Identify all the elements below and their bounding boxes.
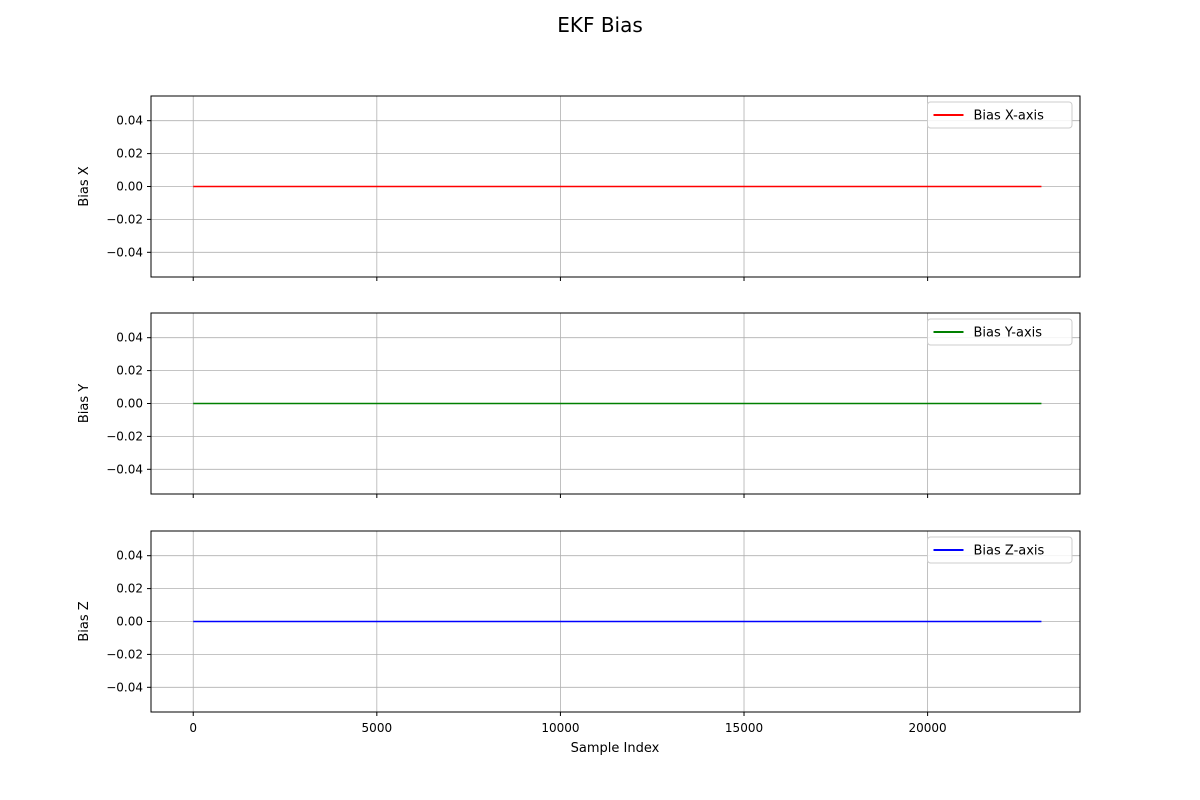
y-tick-label: −0.02 xyxy=(106,429,143,443)
legend-box xyxy=(927,536,1073,564)
y-tick-label: 0.02 xyxy=(116,582,143,596)
legend: Bias X-axis xyxy=(927,101,1073,129)
legend-label: Bias Y-axis xyxy=(974,326,1043,341)
y-tick-label: 0.02 xyxy=(116,147,143,161)
y-tick-label: 0.02 xyxy=(116,364,143,378)
x-tick-label: 15000 xyxy=(725,721,763,735)
y-tick-label: 0.04 xyxy=(116,114,143,128)
y-axis-label: Bias Z xyxy=(77,601,92,641)
legend: Bias Z-axis xyxy=(927,536,1073,564)
y-tick-label: −0.02 xyxy=(106,212,143,226)
x-tick-label: 10000 xyxy=(541,721,579,735)
legend-label: Bias X-axis xyxy=(974,109,1045,124)
y-tick-label: −0.04 xyxy=(106,245,143,259)
legend-box xyxy=(927,318,1073,346)
x-tick-label: 0 xyxy=(189,721,197,735)
figure-title: EKF Bias xyxy=(557,13,643,37)
y-tick-label: 0.00 xyxy=(116,615,143,629)
y-tick-label: 0.04 xyxy=(116,549,143,563)
y-tick-label: 0.00 xyxy=(116,397,143,411)
y-axis-label: Bias Y xyxy=(77,384,92,423)
y-tick-label: −0.02 xyxy=(106,647,143,661)
y-axis-label: Bias X xyxy=(77,166,92,206)
y-tick-label: −0.04 xyxy=(106,680,143,694)
y-tick-label: 0.00 xyxy=(116,180,143,194)
x-tick-label: 20000 xyxy=(909,721,947,735)
legend-label: Bias Z-axis xyxy=(974,544,1045,559)
x-tick-label: 5000 xyxy=(362,721,393,735)
subplot-1: 0.04 0.02 0.00 −0.02 −0.04 Bias X Bias X-axis xyxy=(77,95,1081,281)
x-axis-label: Sample Index xyxy=(571,741,660,756)
y-tick-label: −0.04 xyxy=(106,462,143,476)
legend-box xyxy=(927,101,1073,129)
y-tick-label: 0.04 xyxy=(116,331,143,345)
subplot-2: 0.04 0.02 0.00 −0.02 −0.04 Bias Y Bias Y-axis xyxy=(77,312,1081,498)
legend: Bias Y-axis xyxy=(927,318,1073,346)
subplot-3: 0 5000 10000 15000 20000 0.04 0.02 0.00 −0.02 −0.… xyxy=(77,530,1081,735)
